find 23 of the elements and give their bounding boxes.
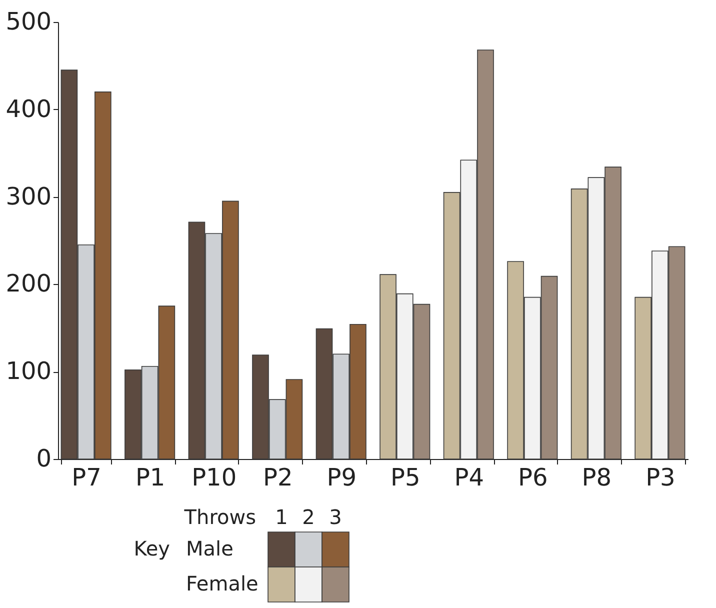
y-tick-label: 400 xyxy=(6,94,52,123)
text: Female xyxy=(186,572,258,596)
x-tick-label: P3 xyxy=(646,464,676,492)
text: 3 xyxy=(329,505,342,529)
text: Key xyxy=(134,536,170,560)
y-tick-label: 300 xyxy=(6,182,52,210)
x-tick-label: P5 xyxy=(390,464,420,492)
y-tick-label: 500 xyxy=(6,8,52,36)
y-tick-label: 100 xyxy=(6,357,52,386)
x-tick-label: P4 xyxy=(454,464,484,492)
x-tick-label: P6 xyxy=(518,464,548,492)
x-tick-label: P8 xyxy=(582,464,612,492)
y-tick-label: 0 xyxy=(36,444,52,472)
text: Male xyxy=(186,536,234,560)
x-tick-label: P10 xyxy=(192,464,237,492)
x-tick-label: P7 xyxy=(72,464,102,492)
x-tick-label: P9 xyxy=(326,464,356,492)
x-tick-label: P1 xyxy=(135,464,166,492)
legend-title: Throws xyxy=(183,505,256,529)
text: 1 xyxy=(275,505,288,529)
y-tick-label: 200 xyxy=(6,270,52,298)
text: 2 xyxy=(302,505,315,529)
x-tick-label: P2 xyxy=(262,464,293,492)
